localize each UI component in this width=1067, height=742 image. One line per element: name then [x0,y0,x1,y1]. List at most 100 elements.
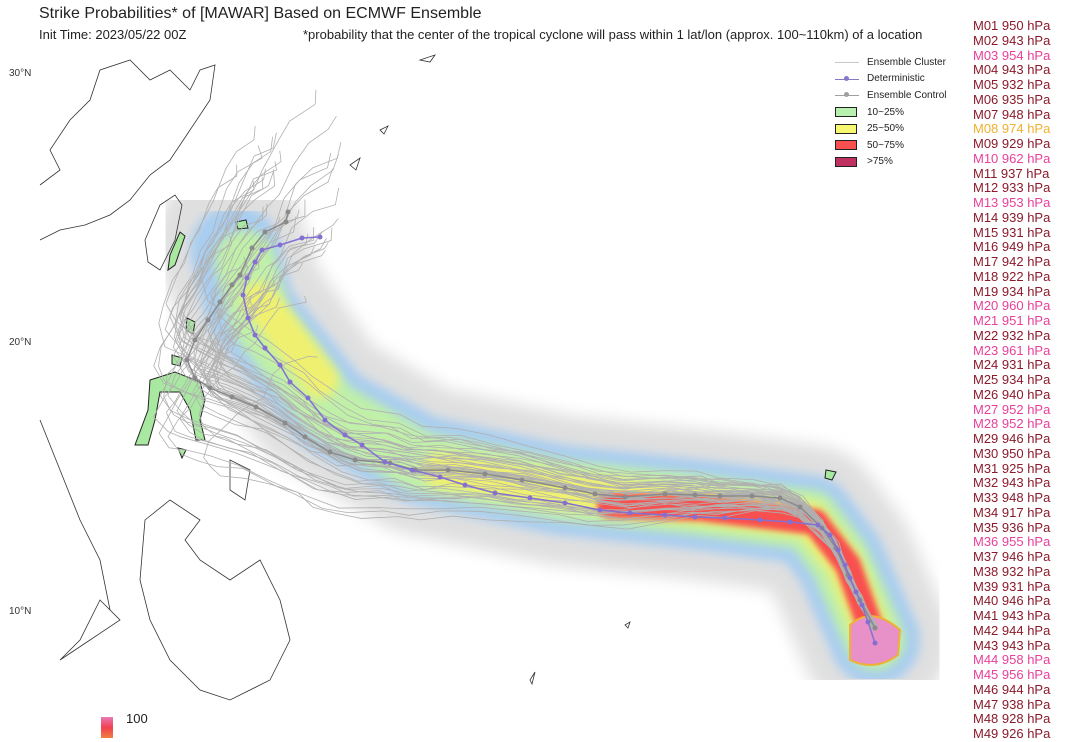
member-item: M47 938 hPa [973,696,1051,712]
legend-item: Deterministic [835,71,946,88]
control-track-point [872,625,878,631]
member-item: M18 922 hPa [973,268,1051,284]
control-track-point [302,434,308,440]
member-item: M42 944 hPa [973,622,1051,638]
deterministic-track-point [527,495,533,501]
control-track-point [253,404,259,410]
member-item: M01 950 hPa [973,18,1051,33]
control-track-point [184,357,190,363]
member-item: M27 952 hPa [973,401,1051,417]
deterministic-track-point [787,519,793,525]
ensemble-track [216,142,876,630]
deterministic-track-point [252,332,258,338]
member-item: M22 932 hPa [973,327,1051,343]
deterministic-track-point [597,507,603,513]
control-track-point [562,485,568,491]
legend-symbol [835,57,859,67]
control-track-point [692,492,698,498]
member-item: M13 953 hPa [973,195,1051,210]
map-title: Strike Probabilities* of [MAWAR] Based o… [39,5,482,22]
control-track-point [192,375,198,381]
control-track-point [519,477,525,483]
member-item: M39 931 hPa [973,578,1051,594]
ensemble-track [158,164,874,629]
deterministic-track-point [692,514,698,520]
lat-label-10n: 10°N [9,606,32,617]
ensemble-track [163,256,876,631]
deterministic-track-point [262,345,268,351]
deterministic-track-point [872,640,878,646]
deterministic-track-point [562,500,568,506]
member-item: M34 917 hPa [973,504,1051,520]
deterministic-track-point [437,474,443,480]
member-item: M40 946 hPa [973,593,1051,609]
deterministic-track-point [342,432,348,438]
member-item: M33 948 hPa [973,490,1051,505]
member-item: M30 950 hPa [973,445,1051,461]
member-item: M25 934 hPa [973,372,1051,387]
member-item: M37 946 hPa [973,549,1051,564]
member-item: M32 943 hPa [973,475,1051,491]
member-item: M05 932 hPa [973,77,1051,92]
deterministic-track-point [382,459,388,465]
member-item: M49 926 hPa [973,726,1051,741]
deterministic-track-point [865,619,871,625]
control-track-point [229,394,235,400]
deterministic-track-point [305,395,311,401]
ensemble-track [201,89,878,626]
deterministic-track-point [240,292,246,298]
ensemble-track [176,278,873,630]
control-track-point [352,457,358,463]
ensemble-track [203,356,874,628]
member-item: M48 928 hPa [973,711,1051,727]
ensemble-track [165,125,873,629]
legend-item: 50~75% [835,137,946,154]
legend-item: 10~25% [835,104,946,121]
coastlines [39,54,631,701]
control-track-point [662,491,668,497]
member-item: M10 962 hPa [973,150,1051,166]
control-track-point [285,209,291,215]
legend-item: 25~50% [835,120,946,137]
member-item: M07 948 hPa [973,106,1051,122]
deterministic-track-point [815,522,821,528]
member-item: M35 936 hPa [973,519,1051,535]
member-item: M26 940 hPa [973,386,1051,402]
deterministic-track-point [277,242,283,248]
control-track-point [482,471,488,477]
control-track-point [262,229,268,235]
member-item: M24 931 hPa [973,357,1051,373]
deterministic-track-point [853,589,859,595]
member-item: M17 942 hPa [973,254,1051,269]
deterministic-track-point [322,417,328,423]
probability-colorbar [101,717,113,738]
deterministic-track-point [252,259,258,265]
deterministic-track-point [662,512,668,518]
deterministic-track-point [299,235,305,241]
control-track-point [283,219,289,225]
deterministic-track-point [842,562,848,568]
legend-label: Deterministic [867,73,925,85]
member-item: M12 933 hPa [973,180,1051,196]
member-item: M14 939 hPa [973,209,1051,225]
ensemble-track [208,250,875,630]
deterministic-track-point [245,315,251,321]
control-track-point [445,467,451,473]
member-item: M21 951 hPa [973,313,1051,328]
init-time: Init Time: 2023/05/22 00Z [39,27,187,42]
legend-symbol [835,156,859,167]
control-track-point [749,493,755,499]
legend-item: Ensemble Cluster [835,54,946,71]
ensemble-track [158,322,878,630]
deterministic-track-point [859,602,865,608]
member-item: M04 943 hPa [973,62,1051,78]
deterministic-track-point [492,490,498,496]
deterministic-track-point [627,510,633,516]
member-item: M09 929 hPa [973,136,1051,151]
control-track-point [217,299,223,305]
member-item: M36 955 hPa [973,534,1051,550]
member-item: M11 937 hPa [973,165,1050,181]
member-item: M02 943 hPa [973,32,1051,48]
deterministic-track-point [244,275,250,281]
